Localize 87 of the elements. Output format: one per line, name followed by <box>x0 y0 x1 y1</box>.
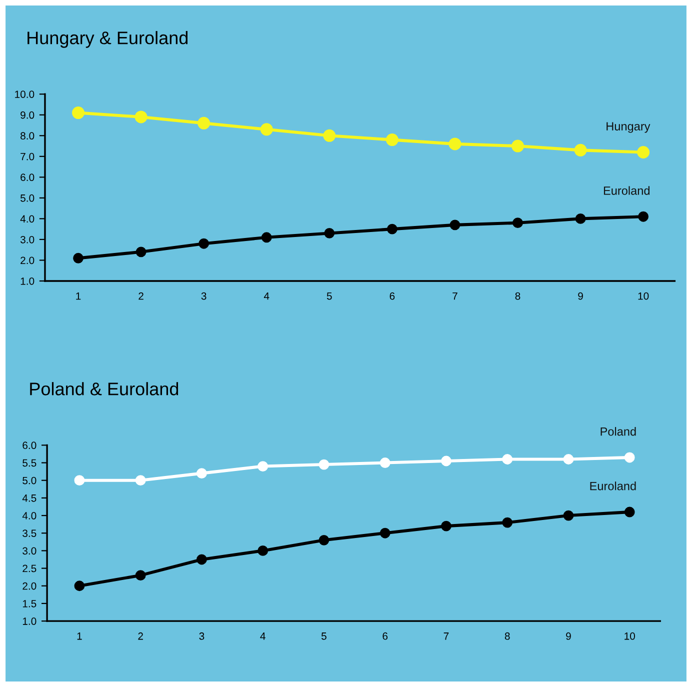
point <box>563 510 574 521</box>
point <box>74 580 85 592</box>
y-tick-label: 3.5 <box>22 530 36 537</box>
chart-title: Hungary & Euroland <box>28 31 188 48</box>
point <box>323 129 336 142</box>
x-tick-label: 3 <box>199 632 204 640</box>
point <box>502 517 513 528</box>
point <box>502 454 513 464</box>
point <box>441 456 452 466</box>
x-tick-label: 6 <box>382 632 388 640</box>
y-tick-label: 2.5 <box>22 564 36 572</box>
point <box>73 252 84 264</box>
y-tick-label: 5.0 <box>20 194 34 202</box>
point <box>511 140 524 152</box>
point <box>135 570 146 581</box>
point <box>72 106 85 120</box>
point <box>261 232 272 243</box>
y-tick-label: 8.0 <box>20 132 34 140</box>
y-tick-label: 9.0 <box>20 111 34 119</box>
point <box>386 134 398 146</box>
y-tick-label: 5.0 <box>22 476 36 484</box>
point <box>574 144 587 156</box>
point <box>448 138 462 150</box>
point <box>318 534 330 546</box>
point <box>450 220 460 230</box>
point <box>198 238 210 249</box>
x-tick-label: 2 <box>138 632 143 640</box>
point <box>575 213 586 224</box>
y-tick-label: 6.0 <box>20 174 34 182</box>
x-tick-label: 9 <box>578 292 583 300</box>
point <box>380 528 390 538</box>
x-tick-label: 1 <box>76 292 81 300</box>
point <box>196 554 207 565</box>
point <box>637 146 650 159</box>
point <box>624 506 635 518</box>
point <box>258 545 268 556</box>
point <box>136 246 146 258</box>
point <box>260 123 273 136</box>
x-tick-label: 8 <box>515 292 520 300</box>
y-tick-label: 10.0 <box>15 90 34 98</box>
point <box>258 461 268 472</box>
x-tick-label: 5 <box>326 292 332 300</box>
y-tick-label: 6.0 <box>22 442 36 450</box>
point <box>74 475 85 486</box>
y-tick-label: 3.0 <box>22 547 36 555</box>
x-tick-label: 7 <box>452 292 458 300</box>
x-tick-label: 5 <box>321 632 326 640</box>
x-tick-label: 10 <box>624 632 635 640</box>
y-tick-label: 5.5 <box>22 459 36 467</box>
point <box>134 110 148 124</box>
x-tick-label: 8 <box>504 632 510 640</box>
x-tick-label: 6 <box>390 292 395 300</box>
x-tick-label: 1 <box>77 632 82 640</box>
point <box>196 468 207 479</box>
series-label: Euroland <box>590 482 636 490</box>
y-tick-label: 1.0 <box>20 277 34 285</box>
x-tick-label: 2 <box>138 292 144 300</box>
y-tick-label: 3.0 <box>20 236 34 244</box>
x-tick-label: 4 <box>264 292 270 300</box>
x-tick-label: 4 <box>260 632 266 640</box>
series-label: Poland <box>600 427 636 436</box>
point <box>512 218 523 228</box>
series-label: Euroland <box>604 186 650 195</box>
y-tick-label: 2.0 <box>22 582 36 590</box>
chart-title: Poland & Euroland <box>30 382 178 396</box>
y-tick-label: 2.0 <box>20 256 34 264</box>
point <box>624 452 635 463</box>
y-tick-label: 7.0 <box>20 152 34 160</box>
point <box>563 454 574 464</box>
point <box>638 211 649 222</box>
x-tick-label: 3 <box>201 292 206 300</box>
point <box>324 228 335 238</box>
x-tick-label: 10 <box>638 292 649 300</box>
point <box>380 458 390 468</box>
point <box>386 224 398 234</box>
point <box>441 520 452 532</box>
y-tick-label: 1.0 <box>22 618 36 625</box>
point <box>135 475 146 486</box>
y-tick-label: 4.0 <box>22 512 36 520</box>
point <box>318 459 330 470</box>
point <box>198 116 210 130</box>
x-tick-label: 9 <box>566 632 571 640</box>
y-tick-label: 4.5 <box>22 494 36 502</box>
y-tick-label: 1.5 <box>22 600 36 608</box>
series-label: Hungary <box>606 122 650 133</box>
x-tick-label: 7 <box>444 632 449 640</box>
y-tick-label: 4.0 <box>20 215 34 223</box>
